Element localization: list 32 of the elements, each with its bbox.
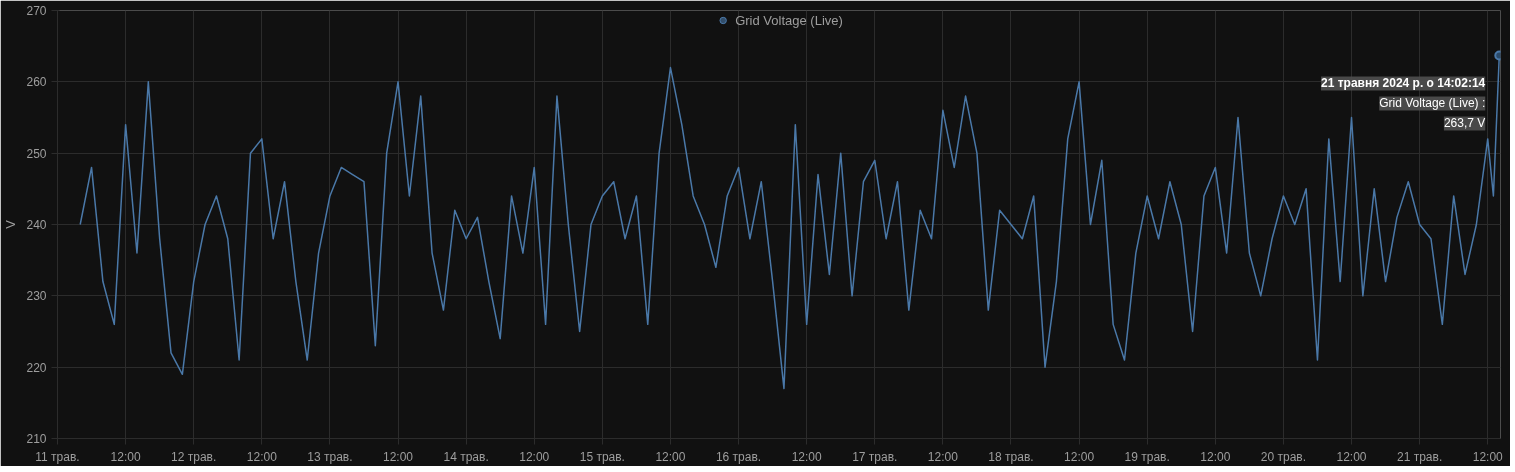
x-tick-label: 12:00	[519, 449, 550, 464]
x-tick-label: 12:00	[383, 449, 414, 464]
x-tick-label: 20 трав.	[1260, 449, 1307, 464]
x-tick-label: 12:00	[246, 449, 278, 464]
y-tick-label: 270	[26, 4, 47, 18]
y-tick-label: 260	[26, 75, 47, 90]
x-tick-label: 13 трав.	[307, 449, 353, 464]
x-tick-label: 12:00	[1336, 449, 1367, 464]
x-tick-label: 12:00	[791, 449, 823, 464]
y-tick-label: 210	[26, 432, 47, 446]
x-tick-label: 12 трав.	[171, 449, 217, 464]
y-tick-label: 240	[26, 218, 47, 232]
x-tick-label: 19 трав.	[1124, 449, 1170, 464]
x-tick-label: 18 трав.	[988, 449, 1034, 464]
x-tick-label: 16 трав.	[715, 449, 762, 464]
y-tick-label: 230	[26, 289, 47, 304]
x-tick-label: 12:00	[1472, 449, 1504, 464]
x-tick-label: 12:00	[927, 449, 959, 464]
x-tick-label: 12:00	[1200, 449, 1231, 464]
y-axis-title: V	[3, 219, 19, 229]
x-tick-label: 11 трав.	[35, 449, 80, 464]
annotation: 21 травня 2024 р. о 14:02:14 Grid Voltage (Live) : 263,7 V	[1321, 76, 1486, 131]
y-tick-label: 220	[26, 360, 47, 375]
x-tick-label: 14 трав.	[443, 449, 489, 464]
x-tick-label: 21 трав.	[1397, 449, 1443, 464]
legend-label: Grid Voltage (Live)	[735, 12, 843, 28]
x-tick-label: 17 трав.	[852, 449, 898, 464]
x-tick-label: 12:00	[110, 449, 141, 464]
x-tick-label: 12:00	[1064, 449, 1095, 464]
x-tick-label: 12:00	[655, 449, 686, 464]
x-tick-label: 15 трав.	[579, 449, 625, 464]
y-tick-label: 250	[26, 146, 47, 161]
